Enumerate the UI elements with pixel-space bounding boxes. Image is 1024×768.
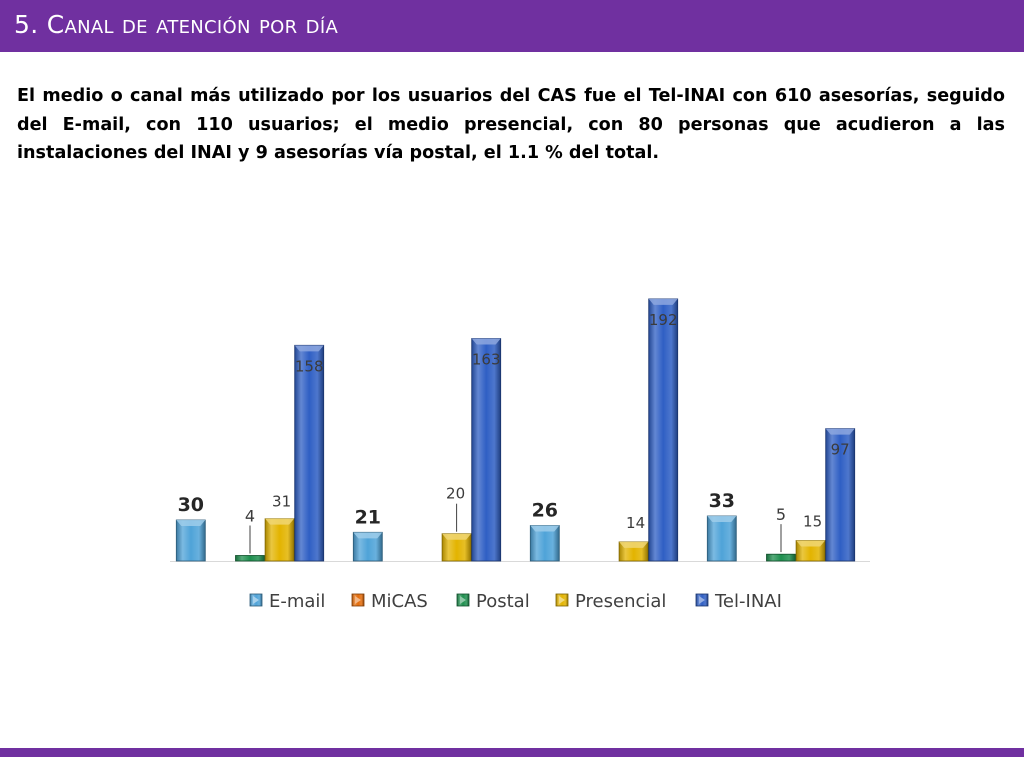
bar-telinai-2 [471,338,502,562]
email-legend-glyph [253,596,259,604]
slide-title: 5. Canal de atención por día [14,10,339,39]
data-label-email-2: 21 [355,506,381,528]
data-label-postal-1: 4 [245,507,255,526]
bar-cap-telinai-2 [471,338,501,345]
bar-email-1 [175,519,206,562]
bar-postal-1 [235,555,265,562]
bar-cap-presencial-2 [442,533,472,540]
bar-telinai-1 [294,344,325,562]
data-label-postal-4: 5 [776,505,786,524]
postal-legend-glyph [460,596,466,604]
data-label-telinai-2: 163 [472,351,501,369]
legend-label-presencial: Presencial [575,591,666,612]
bar-cap-email-2 [353,532,383,539]
micas-legend-glyph [355,596,361,604]
data-label-presencial-1: 31 [272,493,291,511]
chart-legend: E-mail MiCAS Postal Presencial Tel-INAI [249,591,782,612]
bar-cap-telinai-4 [825,428,855,435]
data-label-telinai-1: 158 [295,357,324,375]
data-label-email-1: 30 [178,494,204,516]
bar-cap-email-4 [707,515,737,522]
bar-cap-presencial-3 [619,541,649,548]
bar-cap-telinai-1 [294,345,324,352]
telinai-legend-glyph [699,596,705,604]
bar-postal-4 [766,553,796,562]
bar-email-4 [706,515,737,562]
channel-bar-chart: 30 21 26 33 4 5 31 20 14 15 158 163 192 97 E-mail MiCA… [170,298,870,612]
legend-label-micas: MiCAS [371,591,428,612]
data-labels-layer: 30 21 26 33 4 5 31 20 14 15 158 163 192 97 [178,311,850,554]
footer-bar [0,748,1024,757]
data-label-presencial-2: 20 [446,485,465,503]
bar-cap-presencial-1 [265,518,295,525]
data-label-presencial-4: 15 [803,513,822,531]
legend-label-postal: Postal [476,591,530,612]
bar-cap-email-3 [530,525,560,532]
summary-paragraph: El medio o canal más utilizado por los u… [17,86,1005,163]
data-label-telinai-4: 97 [831,441,850,459]
data-label-email-4: 33 [709,490,735,512]
bar-presencial-1 [264,518,295,562]
data-label-presencial-3: 14 [626,514,645,532]
data-label-email-3: 26 [532,500,558,522]
legend-label-telinai: Tel-INAI [714,591,782,612]
bar-cap-email-1 [176,520,206,527]
legend-label-email: E-mail [269,591,325,612]
title-bar: 5. Canal de atención por día [0,0,1024,52]
bar-cap-telinai-3 [648,298,678,305]
presencial-legend-glyph [559,596,565,604]
data-label-telinai-3: 192 [649,311,678,329]
bar-telinai-3 [648,298,679,562]
bar-cap-presencial-4 [796,540,826,547]
bar-telinai-4 [825,428,856,562]
bars-layer [170,298,870,562]
